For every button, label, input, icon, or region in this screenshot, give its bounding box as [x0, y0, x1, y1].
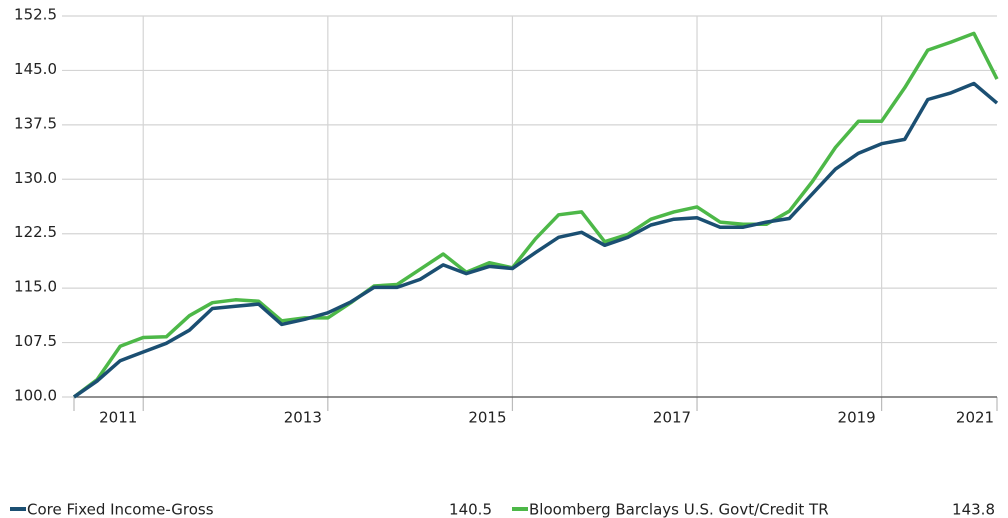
legend-label: Bloomberg Barclays U.S. Govt/Credit TR [529, 501, 829, 518]
y-tick-label: 137.5 [14, 114, 57, 132]
x-tick-label: 2017 [653, 409, 691, 427]
y-tick-label: 122.5 [14, 223, 57, 241]
legend-swatch [10, 507, 26, 511]
y-tick-label: 145.0 [14, 60, 57, 78]
y-tick-label: 115.0 [14, 278, 57, 296]
y-tick-label: 107.5 [14, 332, 57, 350]
x-tick-label: 2019 [838, 409, 876, 427]
legend-label: Core Fixed Income-Gross [27, 501, 214, 518]
x-tick-label: 2013 [284, 409, 322, 427]
x-tick-label: 2021 [956, 409, 994, 427]
y-tick-label: 130.0 [14, 169, 57, 187]
series-line [72, 31, 999, 399]
legend-value: 140.5 [449, 501, 492, 518]
x-tick-label: 2015 [468, 409, 506, 427]
series-line [73, 81, 999, 399]
y-tick-label: 100.0 [14, 387, 57, 405]
x-tick-label: 2011 [99, 409, 137, 427]
legend-swatch [512, 507, 528, 511]
y-tick-label: 152.5 [14, 6, 57, 24]
legend-value: 143.8 [952, 501, 995, 518]
